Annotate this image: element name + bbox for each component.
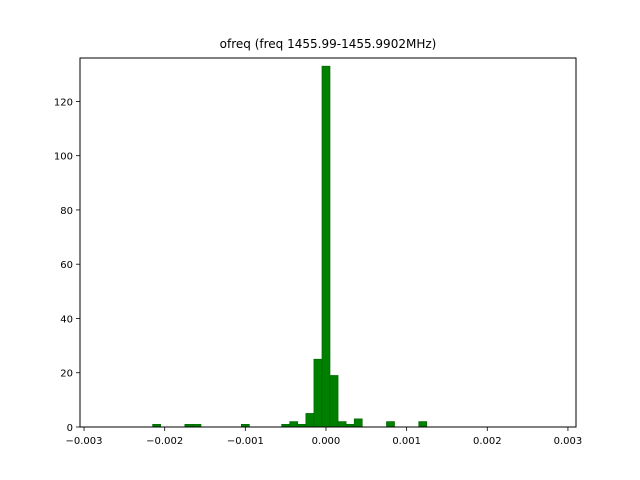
x-tick-label: 0.000: [312, 436, 341, 447]
y-tick-label: 80: [60, 206, 73, 217]
histogram-bar: [338, 422, 346, 427]
y-tick-label: 40: [60, 314, 73, 325]
x-tick-label: −0.002: [146, 436, 183, 447]
histogram-bar: [386, 422, 394, 427]
x-tick-label: 0.003: [554, 436, 583, 447]
chart-title: ofreq (freq 1455.99-1455.9902MHz): [220, 37, 437, 51]
histogram-bar: [290, 422, 298, 427]
y-tick-label: 100: [54, 152, 73, 163]
y-tick-label: 120: [54, 97, 73, 108]
histogram-bar: [306, 413, 314, 427]
histogram-bar: [314, 359, 322, 427]
x-tick-label: 0.002: [473, 436, 502, 447]
y-tick-label: 60: [60, 260, 73, 271]
histogram-bar: [419, 422, 427, 427]
histogram-bar: [322, 66, 330, 427]
histogram-bar: [330, 375, 338, 427]
histogram-bar: [354, 419, 362, 427]
y-tick-label: 20: [60, 369, 73, 380]
x-tick-label: 0.001: [392, 436, 421, 447]
x-tick-label: −0.001: [227, 436, 264, 447]
y-tick-label: 0: [67, 423, 73, 434]
x-tick-label: −0.003: [66, 436, 103, 447]
